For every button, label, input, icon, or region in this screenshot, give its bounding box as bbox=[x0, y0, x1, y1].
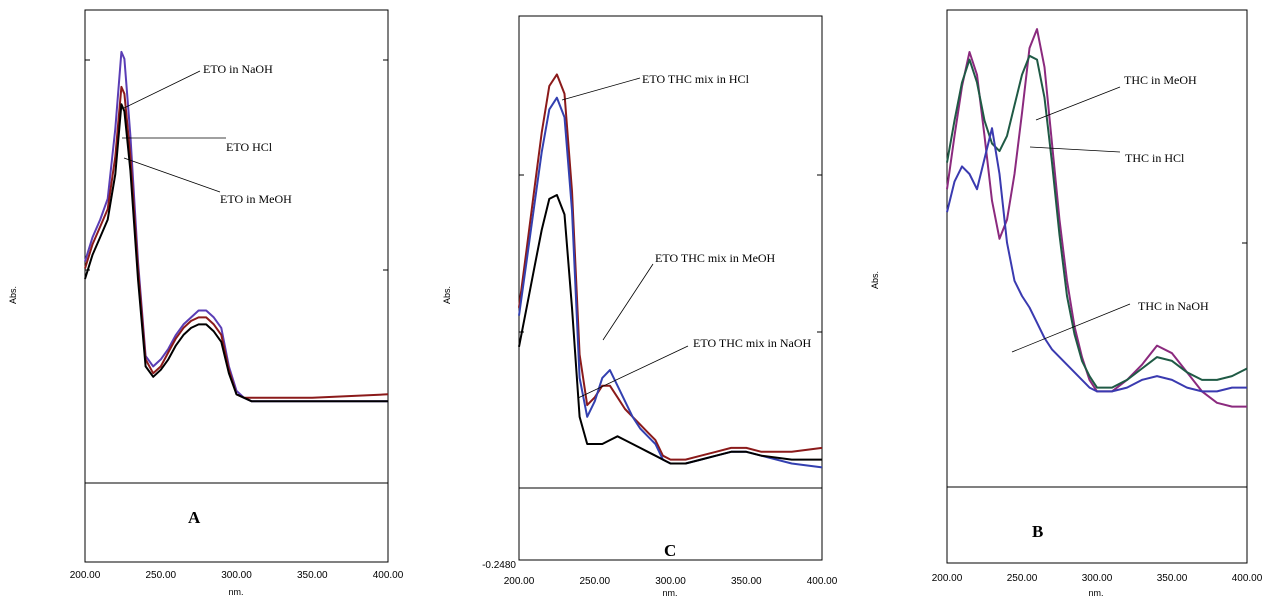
x-tick-label: 300.00 bbox=[655, 576, 686, 587]
x-tick-label: 350.00 bbox=[1157, 573, 1188, 584]
y-tick-label: -0.2480 bbox=[482, 560, 516, 571]
annotation-label: ETO in MeOH bbox=[220, 192, 292, 206]
annotation-leader bbox=[602, 263, 654, 341]
x-axis-label: nm. bbox=[1088, 588, 1103, 597]
annotation-leader bbox=[561, 77, 641, 101]
annotation-label: ETO HCl bbox=[226, 140, 273, 154]
series-line-1 bbox=[518, 96, 823, 469]
panel-a: 200.00 250.00 300.00 350.00 400.00 nm. Abs. … bbox=[8, 9, 404, 597]
plot-frame bbox=[518, 15, 823, 561]
x-tick-label: 300.00 bbox=[1082, 573, 1113, 584]
x-tick-label: 250.00 bbox=[580, 576, 611, 587]
x-tick-label: 250.00 bbox=[146, 570, 177, 581]
plot-frame bbox=[84, 9, 389, 563]
annotation-label: THC in NaOH bbox=[1138, 299, 1209, 313]
x-tick-label: 400.00 bbox=[807, 576, 838, 587]
panel-b: 200.00 250.00 300.00 350.00 400.00 nm. Abs. … bbox=[870, 9, 1263, 597]
y-axis-label: Abs. bbox=[8, 286, 18, 304]
annotation-label: ETO THC mix in HCl bbox=[642, 72, 750, 86]
annotation-leader bbox=[123, 157, 221, 193]
x-tick-label: 200.00 bbox=[70, 570, 101, 581]
annotation-leader bbox=[1035, 86, 1121, 121]
series-line-1 bbox=[946, 54, 1248, 389]
y-axis-label: Abs. bbox=[870, 271, 880, 289]
annotation-leader bbox=[577, 345, 689, 399]
annotation-label: THC in HCl bbox=[1125, 151, 1185, 165]
annotation-label: ETO THC mix in MeOH bbox=[655, 251, 776, 265]
x-axis-label: nm. bbox=[228, 587, 243, 597]
x-axis-label: nm. bbox=[662, 588, 677, 597]
annotation-label: THC in MeOH bbox=[1124, 73, 1197, 87]
annotation-label: ETO THC mix in NaOH bbox=[693, 336, 812, 350]
series-line-0 bbox=[946, 28, 1247, 408]
x-tick-label: 200.00 bbox=[932, 573, 963, 584]
x-tick-label: 400.00 bbox=[373, 570, 404, 581]
x-tick-label: 400.00 bbox=[1232, 573, 1263, 584]
annotation-leader bbox=[1029, 146, 1121, 153]
x-tick-label: 350.00 bbox=[297, 570, 328, 581]
panel-c: 200.00 250.00 300.00 350.00 400.00 -0.2480 n… bbox=[442, 15, 838, 597]
x-tick-label: 300.00 bbox=[221, 570, 252, 581]
series-line-2 bbox=[84, 103, 388, 403]
panel-letter: C bbox=[664, 541, 676, 560]
series-line-2 bbox=[518, 194, 822, 465]
panel-letter: B bbox=[1032, 522, 1043, 541]
annotation-leader bbox=[123, 70, 201, 109]
x-tick-label: 250.00 bbox=[1007, 573, 1038, 584]
panel-letter: A bbox=[188, 508, 201, 527]
x-tick-label: 350.00 bbox=[731, 576, 762, 587]
x-tick-label: 200.00 bbox=[504, 576, 535, 587]
y-axis-label: Abs. bbox=[442, 286, 452, 304]
annotation-leader bbox=[1011, 303, 1131, 353]
plot-frame bbox=[946, 9, 1248, 564]
annotation-label: ETO in NaOH bbox=[203, 62, 273, 76]
series-line-0 bbox=[84, 50, 388, 403]
series-line-0 bbox=[518, 73, 823, 461]
series-line-2 bbox=[946, 127, 1247, 393]
